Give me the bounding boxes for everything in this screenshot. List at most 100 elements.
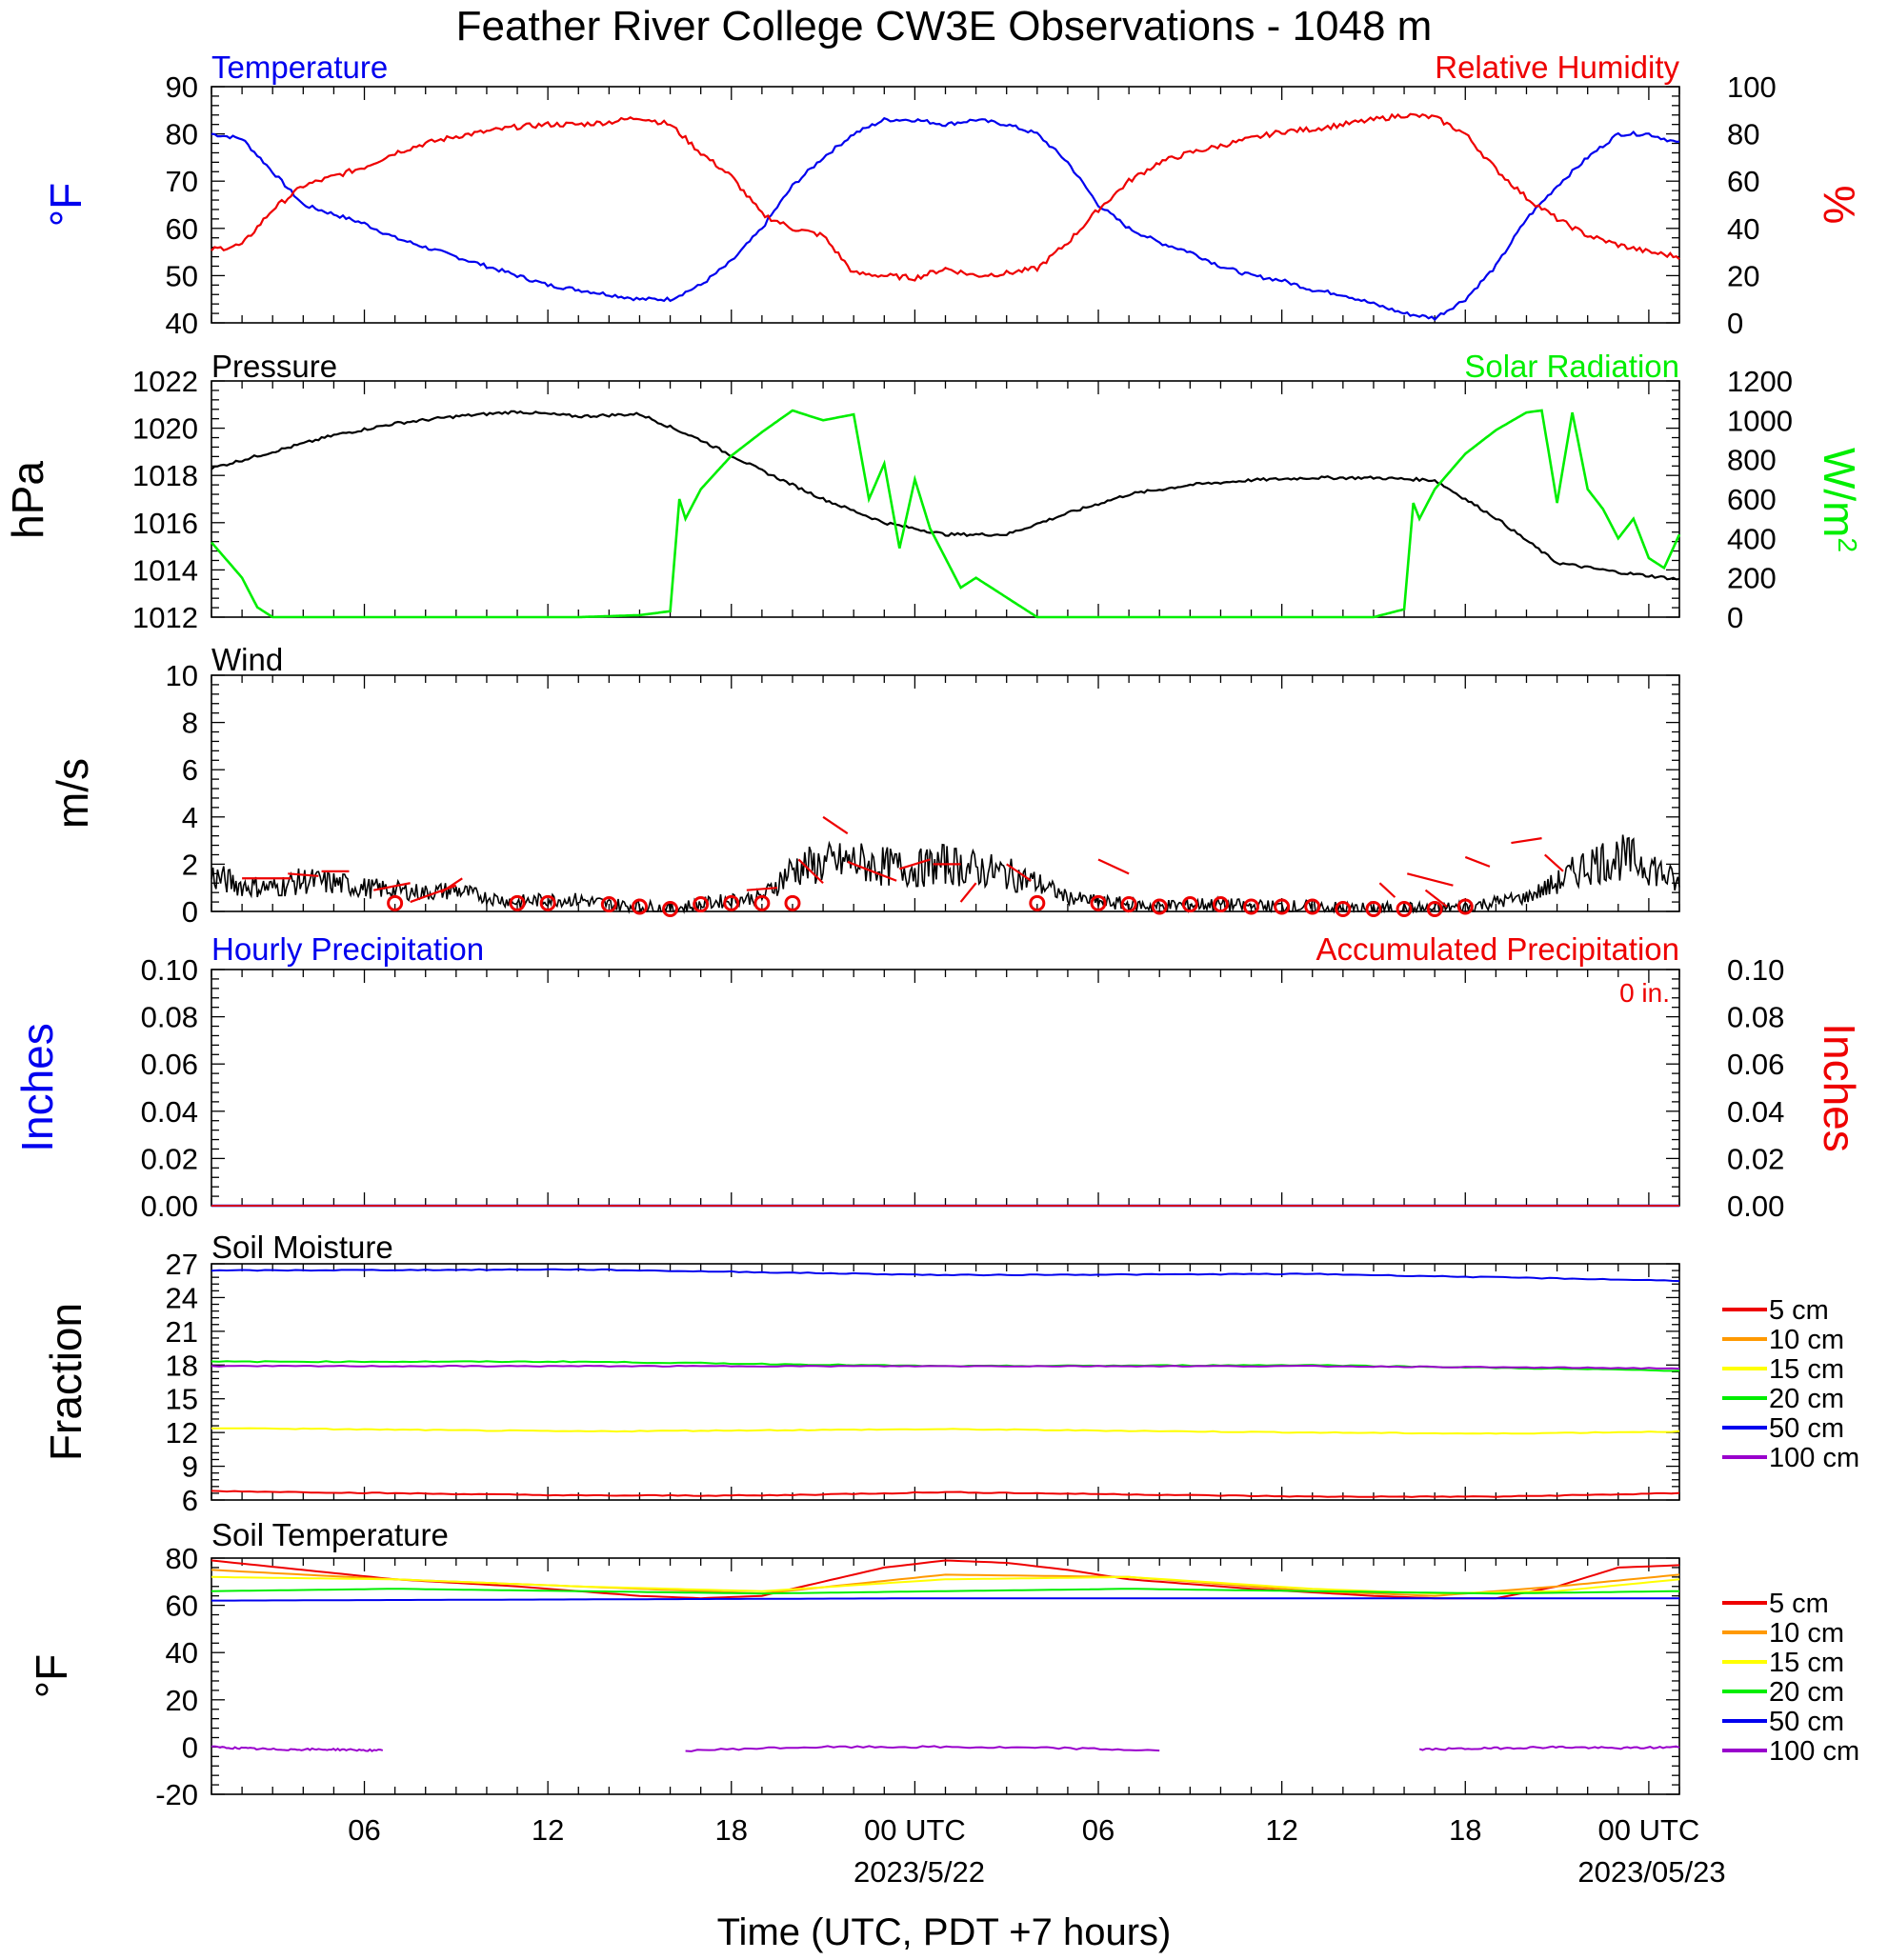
x-tick-label: 18 bbox=[1449, 1813, 1481, 1847]
pressure-tick-label: 1014 bbox=[132, 553, 198, 587]
soil-temperature-line-20cm bbox=[211, 1588, 1680, 1595]
wind-calm-marker bbox=[631, 898, 648, 915]
soil-moisture-line-100cm bbox=[211, 1364, 1680, 1370]
pressure-tick-label: 1020 bbox=[132, 412, 198, 446]
wind-barb bbox=[372, 882, 411, 891]
soil-temperature-line-100cm bbox=[685, 1745, 1160, 1752]
wind-calm-marker bbox=[387, 894, 404, 911]
hourly-precipitation-label: Hourly Precipitation bbox=[211, 931, 484, 967]
soil-temperature-label: Soil Temperature bbox=[211, 1517, 449, 1552]
wind-calm-marker bbox=[753, 894, 771, 911]
wind-barb bbox=[1511, 837, 1542, 845]
chart-title: Feather River College CW3E Observations … bbox=[456, 3, 1433, 50]
accum-precip-right-tick-label: 0.08 bbox=[1727, 1001, 1784, 1034]
wind-barb bbox=[1006, 863, 1033, 882]
soil-moisture-tick-label: 21 bbox=[166, 1315, 198, 1349]
wind-barb bbox=[1464, 855, 1491, 868]
humidity-line bbox=[211, 112, 1680, 282]
solar-radiation-line bbox=[211, 409, 1681, 619]
accumulated-precipitation-value: 0 in. bbox=[1619, 978, 1670, 1008]
wind-calm-marker bbox=[1243, 898, 1260, 915]
soil-moisture-line-50cm bbox=[211, 1268, 1680, 1283]
wind-tick-label: 4 bbox=[182, 801, 198, 834]
soil-temperature-tick-label: 80 bbox=[166, 1542, 198, 1575]
wind-calm-marker bbox=[693, 896, 710, 913]
wind-barb bbox=[1378, 882, 1396, 898]
x-tick-label: 00 UTC bbox=[864, 1813, 966, 1847]
x-tick-label: 00 UTC bbox=[1597, 1813, 1699, 1847]
humidity-right-tick-label: 20 bbox=[1727, 259, 1759, 292]
wind-calm-marker bbox=[1456, 898, 1474, 915]
accum-precip-right-tick-label: 0.02 bbox=[1727, 1142, 1784, 1175]
humidity-right-tick-label: 0 bbox=[1727, 307, 1743, 340]
soil-temperature-tick-label: 0 bbox=[182, 1730, 198, 1764]
wind-barb bbox=[1424, 889, 1448, 908]
wind-calm-marker bbox=[784, 894, 801, 911]
humidity-right-tick-label: 80 bbox=[1727, 118, 1759, 151]
solar-right-tick-label: 400 bbox=[1727, 522, 1777, 555]
wind-barb bbox=[847, 860, 897, 882]
temperature-line bbox=[211, 116, 1680, 322]
accum-precip-right-tick-label: 0.00 bbox=[1727, 1190, 1784, 1223]
wind-barb bbox=[959, 882, 977, 903]
soil-moisture-legend-label: 50 cm bbox=[1769, 1413, 1844, 1444]
soil-moisture-legend-label: 100 cm bbox=[1769, 1443, 1859, 1473]
soil-temperature-tick-label: 40 bbox=[166, 1636, 198, 1670]
wind-calm-marker bbox=[509, 894, 526, 911]
wind-label: Wind bbox=[211, 642, 283, 677]
wind-calm-marker bbox=[1335, 901, 1352, 918]
wind-calm-marker bbox=[1212, 896, 1229, 913]
soil-temperature-tick-label: 60 bbox=[166, 1590, 198, 1623]
soil-temperature-legend-label: 15 cm bbox=[1769, 1648, 1844, 1678]
precipitation-panel-frame bbox=[211, 969, 1680, 1207]
wind-barb bbox=[746, 887, 778, 891]
soil-temperature-legend-label: 20 cm bbox=[1769, 1677, 1844, 1708]
chart-marks: 9080706050401008060402001022102010181016… bbox=[132, 70, 1859, 1847]
wind-barb bbox=[822, 815, 849, 835]
soil-moisture-tick-label: 12 bbox=[166, 1416, 198, 1450]
humidity-right-tick-label: 100 bbox=[1727, 70, 1777, 104]
soil-moisture-tick-label: 15 bbox=[166, 1383, 198, 1416]
wind-barb bbox=[288, 872, 319, 877]
solar-right-tick-label: 0 bbox=[1727, 601, 1743, 634]
soil-temperature-line-50cm bbox=[211, 1597, 1679, 1602]
soil-moisture-panel-frame bbox=[211, 1263, 1680, 1501]
accum-precip-right-tick-label: 0.06 bbox=[1727, 1048, 1784, 1081]
wind-barb bbox=[1097, 858, 1130, 875]
soil-temperature-line-100cm bbox=[1418, 1745, 1680, 1751]
solar-right-tick-label: 200 bbox=[1727, 562, 1777, 595]
temperature-tick-label: 40 bbox=[166, 307, 198, 340]
x-tick-label: 12 bbox=[532, 1813, 564, 1847]
solar-right-tick-label: 1000 bbox=[1727, 404, 1793, 437]
temperature-tick-label: 50 bbox=[166, 259, 198, 292]
wind-axis-title: m/s bbox=[48, 758, 97, 829]
x-tick-label: 06 bbox=[1082, 1813, 1115, 1847]
relative-humidity-label: Relative Humidity bbox=[1435, 50, 1679, 85]
soil-temperature-legend-label: 5 cm bbox=[1769, 1589, 1829, 1619]
pressure-line bbox=[211, 410, 1680, 581]
wind-calm-marker bbox=[1304, 898, 1321, 915]
soil-moisture-line-15cm bbox=[211, 1427, 1680, 1435]
soil-moisture-label: Soil Moisture bbox=[211, 1230, 393, 1265]
wind-calm-marker bbox=[1274, 898, 1291, 915]
temperature-axis-title: °F bbox=[41, 183, 90, 228]
soil-moisture-tick-label: 24 bbox=[166, 1281, 198, 1314]
soil-moisture-line-5cm bbox=[211, 1490, 1680, 1498]
solar-radiation-label: Solar Radiation bbox=[1464, 349, 1679, 384]
soil-temperature-line-100cm bbox=[211, 1745, 384, 1752]
accum-precip-right-tick-label: 0.04 bbox=[1727, 1095, 1784, 1129]
date-label-1: 2023/5/22 bbox=[854, 1855, 985, 1889]
pressure-tick-label: 1012 bbox=[132, 601, 198, 634]
solar-right-tick-label: 800 bbox=[1727, 444, 1777, 477]
soil-moisture-legend-label: 10 cm bbox=[1769, 1325, 1844, 1355]
humidity-right-tick-label: 40 bbox=[1727, 212, 1759, 246]
wind-barb bbox=[1406, 872, 1454, 887]
wind-calm-marker bbox=[1090, 894, 1107, 911]
soil-temperature-tick-label: 20 bbox=[166, 1684, 198, 1717]
solar-right-tick-label: 1200 bbox=[1727, 365, 1793, 398]
humidity-right-tick-label: 60 bbox=[1727, 165, 1759, 198]
wind-tick-label: 2 bbox=[182, 848, 198, 881]
pressure-label: Pressure bbox=[211, 349, 337, 384]
solar-right-tick-label: 600 bbox=[1727, 483, 1777, 516]
